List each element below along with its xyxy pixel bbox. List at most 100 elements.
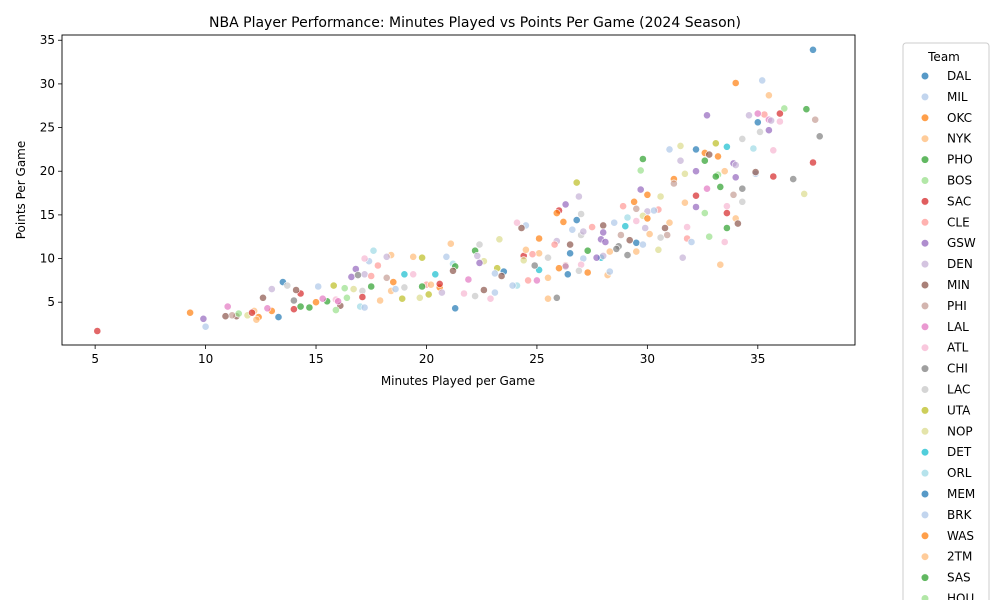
data-point [711,172,720,181]
data-point [296,302,305,311]
data-point [802,105,811,114]
y-tick-label: 15 [40,208,55,222]
data-point [583,246,592,255]
legend-marker [920,176,930,185]
legend-entry-label: PHO [947,153,973,167]
data-point [729,190,738,199]
data-point [692,167,700,176]
data-point [617,231,625,239]
data-point [758,76,767,85]
data-point [382,252,391,261]
data-point [665,218,674,227]
data-point [508,281,517,290]
legend-entry-label: HOU [947,592,974,600]
data-point [186,308,194,317]
data-point [639,240,647,249]
data-point [418,253,426,262]
data-point [490,288,499,297]
data-point [705,150,714,159]
data-point [431,270,440,279]
y-tick-label: 10 [40,252,55,266]
data-point [473,251,482,260]
data-point [460,289,468,298]
data-point [497,272,506,280]
data-point [703,184,711,193]
data-point [769,172,778,181]
data-point [731,79,740,87]
y-tick-label: 35 [40,33,55,47]
data-point [630,197,638,206]
data-point [592,253,601,262]
data-point [811,115,820,124]
legend-marker [920,385,930,394]
data-point [566,249,574,258]
legend-marker [920,301,930,311]
data-point [577,210,585,218]
data-point [442,252,451,261]
x-axis: 5 10 15 20 25 30 35 [91,345,765,366]
data-point [599,228,608,237]
data-point [723,209,731,217]
data-point [263,304,272,313]
legend-marker [920,469,930,478]
legend-entry-label: OKC [947,111,972,125]
data-point [561,262,570,271]
data-point [495,235,504,244]
data-point [731,173,740,182]
data-point [318,294,327,303]
legend-entry-label: MIL [947,90,968,104]
legend-entry-label: MEM [947,487,975,501]
data-point [398,294,407,303]
data-point [471,292,479,300]
data-point [632,238,641,247]
data-point [367,272,376,280]
data-point [751,168,760,176]
data-point [700,156,709,165]
data-point [409,252,418,261]
data-point [446,239,455,248]
legend-marker [920,113,930,122]
data-point [490,269,499,278]
y-axis: 5 10 15 20 25 30 35 [40,33,62,309]
data-point [561,200,570,209]
legend-marker [920,71,930,81]
data-point [738,184,747,193]
data-point [780,104,789,113]
data-point [475,258,484,267]
data-point [289,305,298,314]
data-point [426,280,435,289]
data-point [753,118,762,127]
legend-marker [920,197,930,206]
data-point [665,145,674,154]
data-point [738,134,747,143]
data-point [522,245,530,254]
legend-entry-label: DAL [947,69,971,83]
data-point [382,273,391,282]
data-point [623,213,632,222]
data-point [530,261,539,270]
data-point [723,202,731,211]
data-point [568,225,577,234]
data-point [93,327,102,335]
data-point [639,155,647,163]
data-point [692,191,700,200]
data-point [756,127,764,136]
data-point [738,197,747,206]
data-point [400,283,409,292]
data-point [700,209,709,217]
legend-marker [920,134,930,143]
data-point [314,282,323,291]
data-point [486,294,495,303]
data-point [519,256,528,265]
data-point [767,116,775,125]
data-point [544,294,552,303]
data-point [274,313,283,321]
data-point [676,156,685,165]
data-point [334,297,342,306]
data-point [731,161,740,169]
data-point [692,203,700,211]
legend-marker [920,531,930,540]
legend-entry-label: WAS [947,529,974,543]
data-point [632,217,641,225]
legend-entry-label: LAC [947,383,970,397]
